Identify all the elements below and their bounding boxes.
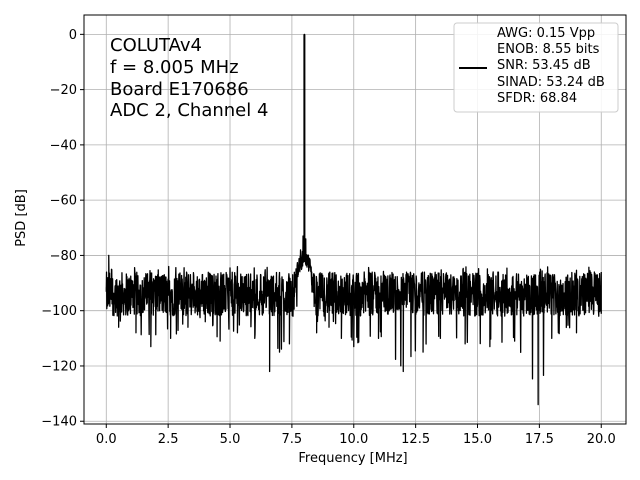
legend-line-2: ENOB: 8.55 bits (497, 42, 600, 57)
annotation-line-3: Board E170686 (110, 79, 249, 100)
y-tick-label: −100 (41, 304, 77, 319)
psd-series-line (105, 33, 602, 406)
y-tick-label: −20 (50, 83, 77, 98)
y-tick-label: −120 (41, 359, 77, 374)
legend-line-3: SNR: 53.45 dB (497, 58, 591, 73)
x-tick-label: 7.5 (282, 432, 303, 447)
x-axis: 0.0 2.5 5.0 7.5 10.0 12.5 15.0 17.5 20.0 (96, 424, 616, 447)
legend-line-4: SINAD: 53.24 dB (497, 75, 605, 90)
x-tick-label: 20.0 (587, 432, 616, 447)
x-tick-label: 10.0 (339, 432, 368, 447)
legend-box (453, 22, 619, 113)
x-tick-label: 5.0 (220, 432, 241, 447)
annotation-line-2: f = 8.005 MHz (110, 57, 239, 78)
y-tick-label: −140 (41, 415, 77, 430)
y-tick-label: −40 (50, 138, 77, 153)
annotation-line-1: COLUTAv4 (110, 35, 202, 56)
x-tick-label: 2.5 (158, 432, 179, 447)
y-axis: 0 −20 −40 −60 −80 −100 −120 −140 (41, 28, 84, 430)
x-tick-label: 12.5 (401, 432, 430, 447)
legend-line-5: SFDR: 68.84 (497, 91, 577, 106)
annotation-line-4: ADC 2, Channel 4 (110, 100, 268, 121)
x-tick-label: 0.0 (96, 432, 117, 447)
psd-trace (105, 33, 602, 406)
y-tick-label: −80 (50, 249, 77, 264)
plot-frame (83, 14, 627, 425)
y-tick-label: −60 (50, 194, 77, 209)
legend-line-1: AWG: 0.15 Vpp (497, 26, 595, 41)
x-tick-label: 17.5 (525, 432, 554, 447)
x-axis-label: Frequency [MHz] (298, 451, 407, 466)
legend: AWG: 0.15 Vpp ENOB: 8.55 bits SNR: 53.45… (453, 22, 619, 113)
info-annotation: COLUTAv4 f = 8.005 MHz Board E170686 ADC… (110, 35, 268, 121)
x-tick-label: 15.0 (463, 432, 492, 447)
y-axis-label: PSD [dB] (14, 189, 29, 247)
y-tick-label: 0 (69, 28, 77, 43)
